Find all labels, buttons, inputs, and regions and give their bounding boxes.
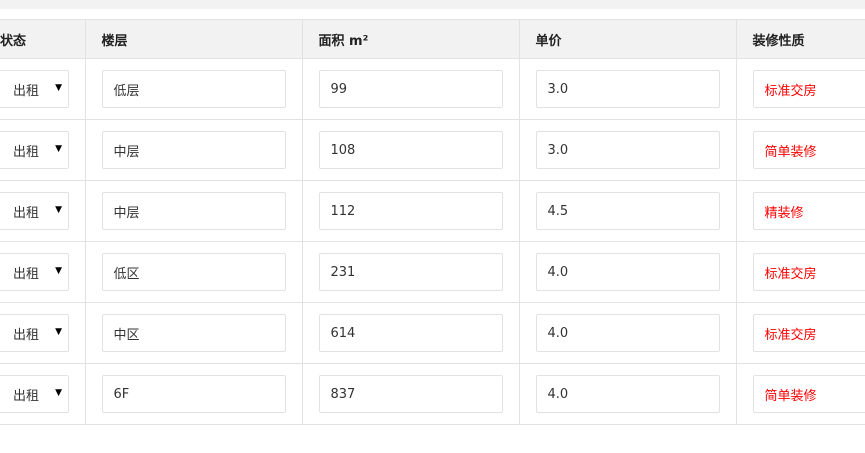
header-status: 状态 xyxy=(0,19,86,59)
price-input[interactable]: 4.0 xyxy=(535,253,720,291)
table-row: 出租 ▼ 中层 112 4.5 精装修 xyxy=(0,180,865,242)
triangle-down-icon: ▼ xyxy=(55,327,62,337)
decoration-select[interactable]: 简单装修 xyxy=(752,375,865,413)
status-value: 出租 xyxy=(13,205,40,221)
status-value: 出租 xyxy=(13,144,40,160)
decoration-select[interactable]: 标准交房 xyxy=(752,314,865,352)
table-header: 状态 楼层 面积 m² 单价 装修性质 xyxy=(0,19,865,59)
floor-input[interactable]: 中层 xyxy=(101,131,286,169)
triangle-down-icon: ▼ xyxy=(55,388,62,398)
price-input[interactable]: 4.0 xyxy=(535,375,720,413)
status-select[interactable]: 出租 ▼ xyxy=(0,131,69,169)
triangle-down-icon: ▼ xyxy=(55,266,62,276)
decoration-select[interactable]: 简单装修 xyxy=(752,131,865,169)
table-row: 出租 ▼ 低层 99 3.0 标准交房 xyxy=(0,58,865,120)
header-floor: 楼层 xyxy=(85,19,303,59)
top-bar xyxy=(0,0,865,9)
header-price: 单价 xyxy=(519,19,737,59)
triangle-down-icon: ▼ xyxy=(55,83,62,93)
price-input[interactable]: 3.0 xyxy=(535,131,720,169)
price-input[interactable]: 3.0 xyxy=(535,70,720,108)
area-input[interactable]: 231 xyxy=(318,253,503,291)
price-input[interactable]: 4.5 xyxy=(535,192,720,230)
table-row: 出租 ▼ 低区 231 4.0 标准交房 xyxy=(0,241,865,303)
floor-input[interactable]: 低层 xyxy=(101,70,286,108)
area-input[interactable]: 99 xyxy=(318,70,503,108)
table-row: 出租 ▼ 中层 108 3.0 简单装修 xyxy=(0,119,865,181)
status-select[interactable]: 出租 ▼ xyxy=(0,253,69,291)
status-value: 出租 xyxy=(13,327,40,343)
area-input[interactable]: 112 xyxy=(318,192,503,230)
table-row: 出租 ▼ 中区 614 4.0 标准交房 xyxy=(0,302,865,364)
area-input[interactable]: 108 xyxy=(318,131,503,169)
decoration-select[interactable]: 标准交房 xyxy=(752,253,865,291)
price-input[interactable]: 4.0 xyxy=(535,314,720,352)
area-input[interactable]: 837 xyxy=(318,375,503,413)
status-value: 出租 xyxy=(13,266,40,282)
property-table: 状态 楼层 面积 m² 单价 装修性质 出租 ▼ 低层 99 3.0 标准交房 出租… xyxy=(0,19,865,425)
floor-input[interactable]: 低区 xyxy=(101,253,286,291)
floor-input[interactable]: 6F xyxy=(101,375,286,413)
table-row: 出租 ▼ 6F 837 4.0 简单装修 xyxy=(0,363,865,425)
decoration-select[interactable]: 标准交房 xyxy=(752,70,865,108)
status-value: 出租 xyxy=(13,83,40,99)
status-select[interactable]: 出租 ▼ xyxy=(0,192,69,230)
decoration-select[interactable]: 精装修 xyxy=(752,192,865,230)
status-select[interactable]: 出租 ▼ xyxy=(0,314,69,352)
status-select[interactable]: 出租 ▼ xyxy=(0,70,69,108)
header-area: 面积 m² xyxy=(302,19,520,59)
header-decoration: 装修性质 xyxy=(736,19,865,59)
floor-input[interactable]: 中层 xyxy=(101,192,286,230)
triangle-down-icon: ▼ xyxy=(55,144,62,154)
triangle-down-icon: ▼ xyxy=(55,205,62,215)
status-value: 出租 xyxy=(13,388,40,404)
area-input[interactable]: 614 xyxy=(318,314,503,352)
status-select[interactable]: 出租 ▼ xyxy=(0,375,69,413)
floor-input[interactable]: 中区 xyxy=(101,314,286,352)
